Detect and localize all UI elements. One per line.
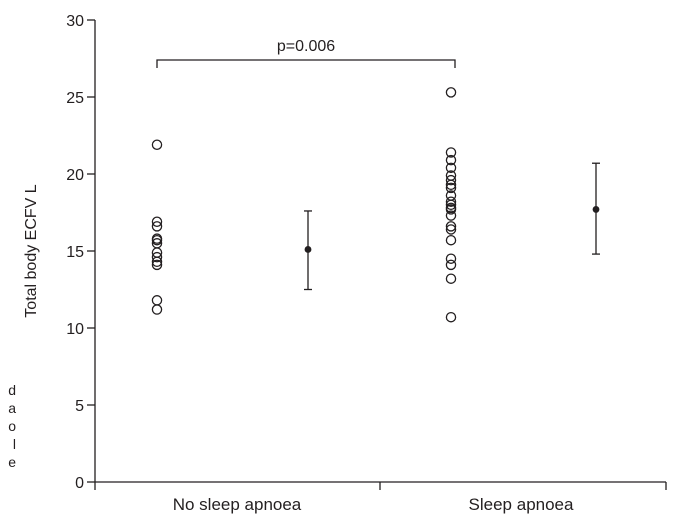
cropped-side-letter: a — [8, 400, 16, 416]
y-tick-label: 5 — [75, 398, 84, 415]
data-point — [445, 221, 457, 232]
data-point — [151, 304, 163, 315]
data-point — [445, 196, 457, 207]
y-tick-label: 30 — [66, 13, 84, 30]
data-point — [445, 224, 457, 235]
data-point — [151, 216, 163, 227]
x-axis-category-labels: No sleep apnoea Sleep apnoea — [173, 495, 574, 514]
bracket-line — [156, 59, 456, 68]
data-point — [445, 273, 457, 284]
data-point — [445, 162, 457, 174]
y-tick-label: 0 — [75, 475, 84, 492]
y-tick-label: 10 — [66, 321, 84, 338]
data-point — [151, 256, 163, 268]
mean-error-bars — [304, 162, 600, 291]
data-point — [151, 234, 163, 246]
y-axis-ticks: 0 5 10 15 20 25 30 — [66, 13, 95, 492]
data-point — [445, 204, 457, 215]
mean-marker — [304, 246, 312, 253]
cropped-side-letter: e — [8, 454, 16, 470]
data-point — [445, 199, 457, 211]
data-point — [445, 253, 457, 264]
x-category-label: Sleep apnoea — [469, 495, 574, 514]
data-point — [445, 182, 457, 194]
data-point — [445, 179, 457, 191]
x-category-label: No sleep apnoea — [173, 495, 302, 514]
mean-marker — [592, 206, 600, 213]
data-point — [445, 147, 457, 158]
data-point — [445, 311, 457, 323]
data-point — [151, 139, 163, 150]
data-point — [151, 259, 163, 271]
data-point — [445, 87, 457, 98]
p-value-annotation: p=0.006 — [277, 38, 335, 55]
y-tick-label: 15 — [66, 244, 84, 261]
y-tick-label: 20 — [66, 167, 84, 184]
significance-bracket: p=0.006 — [156, 38, 456, 68]
data-point — [445, 154, 457, 166]
data-points — [151, 87, 457, 323]
data-point — [445, 210, 457, 221]
data-point — [151, 221, 163, 232]
data-point — [445, 174, 457, 186]
data-point — [445, 259, 457, 271]
x-axis — [94, 481, 667, 490]
data-point — [151, 251, 163, 263]
y-tick-label: 25 — [66, 90, 84, 107]
cropped-side-letter: d — [8, 382, 16, 398]
data-point — [445, 234, 457, 246]
data-point — [151, 295, 163, 306]
cropped-side-letter: o — [8, 418, 16, 434]
cropped-side-letter: l — [13, 436, 16, 452]
y-axis-label: Total body ECFV L — [23, 184, 40, 318]
